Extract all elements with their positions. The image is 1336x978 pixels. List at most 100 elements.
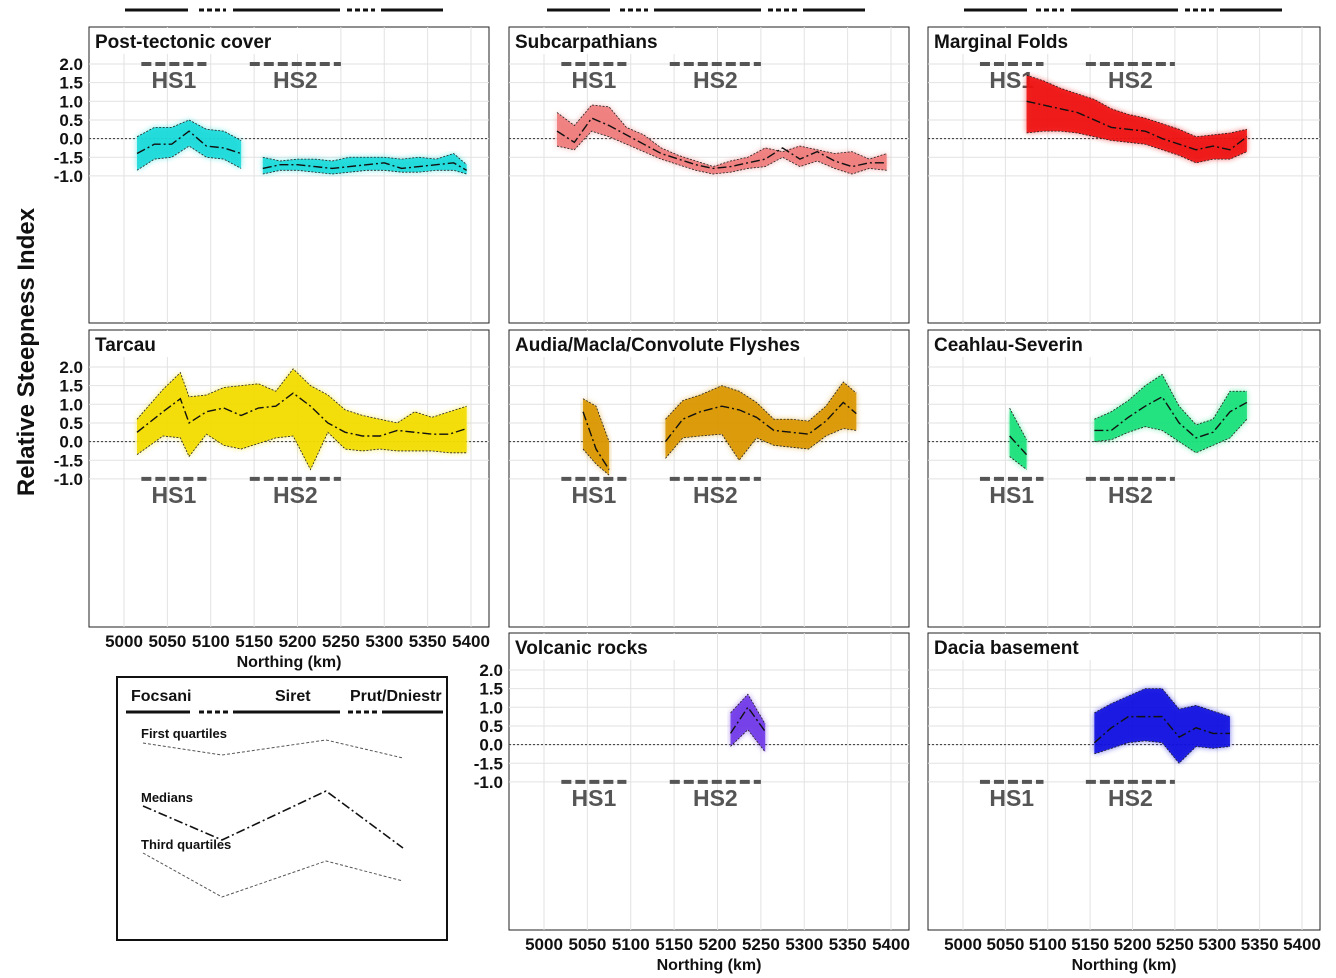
y-tick-label: 0.5: [59, 414, 83, 433]
panel-frame: [88, 26, 490, 324]
y-tick-label: 0.0: [59, 130, 83, 149]
first-quartile-line: [1094, 688, 1231, 718]
x-tick-label: 5150: [1071, 935, 1109, 954]
legend-region-focsani: Focsani: [131, 688, 191, 705]
x-tick-label: 5200: [279, 632, 317, 651]
legend-third-quartile-line: [142, 852, 404, 898]
y-tick-label: 2.0: [479, 661, 503, 680]
x-tick-label: 5250: [322, 632, 360, 651]
title-backdrop: [90, 331, 170, 357]
x-tick-label: 5350: [409, 632, 447, 651]
first-quartile-line: [556, 104, 887, 167]
legend-region-siret: Siret: [275, 688, 311, 705]
hs-label: HS2: [1108, 785, 1153, 811]
quartile-band: [557, 105, 887, 175]
x-axis-label: Northing (km): [657, 957, 762, 974]
third-quartile-line: [730, 729, 766, 753]
hs-label: HS2: [1108, 482, 1153, 508]
panel: HS1 HS2 Subcarpathians: [508, 26, 910, 324]
median-line: [1094, 395, 1248, 439]
x-tick-label: 5250: [1156, 935, 1194, 954]
hs-label: HS1: [152, 482, 197, 508]
panel-title: Tarcau: [95, 335, 156, 356]
panel-title: Marginal Folds: [934, 32, 1068, 53]
panel-title: Dacia basement: [934, 638, 1079, 659]
y-tick-label: 2.0: [59, 358, 83, 377]
x-tick-label: 5300: [365, 632, 403, 651]
x-tick-label: 5200: [699, 935, 737, 954]
third-quartile-line: [665, 428, 857, 461]
hs-label: HS2: [693, 67, 738, 93]
title-backdrop: [510, 331, 847, 357]
x-tick-label: 5150: [655, 935, 693, 954]
hs-label: HS1: [989, 785, 1034, 811]
hs-label: HS2: [273, 67, 318, 93]
y-tick-label: -1.0: [54, 470, 83, 489]
panel: HS1 HS2 Audia/Macla/Convolute Flyshes: [508, 329, 910, 628]
panel-title: Audia/Macla/Convolute Flyshes: [515, 335, 800, 356]
panel-title: Post-tectonic cover: [95, 32, 272, 53]
panel-title: Ceahlau-Severin: [934, 335, 1083, 356]
title-backdrop: [510, 634, 679, 660]
hs-label: HS1: [989, 482, 1034, 508]
y-tick-label: -1.5: [474, 754, 503, 773]
x-axis-label: Northing (km): [237, 654, 342, 671]
hs-label: HS1: [572, 785, 617, 811]
median-line: [664, 401, 857, 443]
x-tick-label: 5100: [192, 632, 230, 651]
x-tick-label: 5200: [1114, 935, 1152, 954]
panel-frame: [927, 26, 1321, 324]
x-tick-label: 5250: [742, 935, 780, 954]
y-tick-label: 0.0: [59, 433, 83, 452]
x-tick-label: 5400: [452, 632, 490, 651]
x-tick-label: 5000: [944, 935, 982, 954]
hs-label: HS1: [152, 67, 197, 93]
legend-first-quartiles-label: First quartiles: [141, 726, 227, 741]
y-tick-label: -1.0: [54, 167, 83, 186]
title-backdrop: [929, 634, 1098, 660]
quartile-band: [137, 368, 467, 470]
y-tick-label: 1.5: [479, 680, 503, 699]
median-line: [729, 706, 766, 734]
y-tick-label: 1.5: [59, 74, 83, 93]
third-quartile-line: [136, 431, 467, 471]
x-tick-label: 5150: [235, 632, 273, 651]
y-tick-label: 1.0: [59, 92, 83, 111]
y-axis-label: Relative Steepness Index: [13, 207, 40, 496]
x-tick-label: 5100: [612, 935, 650, 954]
panel: HS1 HS2 Dacia basement 5000 5050 5100 5150 5200…: [927, 632, 1321, 974]
median-line: [1009, 435, 1028, 456]
hs-label: HS2: [693, 785, 738, 811]
third-quartile-line: [1009, 456, 1027, 470]
legend-frame: [116, 676, 448, 941]
y-tick-label: 1.5: [59, 377, 83, 396]
quartile-band: [1094, 688, 1230, 764]
y-tick-label: 0.0: [479, 736, 503, 755]
y-tick-label: 2.0: [59, 55, 83, 74]
y-tick-label: 1.0: [479, 698, 503, 717]
x-tick-label: 5400: [1283, 935, 1321, 954]
x-tick-label: 5100: [1029, 935, 1067, 954]
quartile-band: [1009, 408, 1027, 470]
quartile-band: [262, 153, 467, 175]
legend-region-prut: Prut/Dniestr: [350, 688, 442, 705]
legend-median-line: [142, 790, 404, 849]
x-tick-label: 5350: [829, 935, 867, 954]
third-quartile-line: [1026, 130, 1248, 164]
x-tick-label: 5000: [525, 935, 563, 954]
legend-first-quartile-line: [142, 739, 404, 759]
median-line: [136, 130, 242, 155]
x-tick-label: 5050: [568, 935, 606, 954]
x-tick-label: 5300: [1198, 935, 1236, 954]
title-backdrop: [90, 28, 315, 54]
third-quartile-line: [1094, 418, 1248, 454]
hs-label: HS1: [572, 67, 617, 93]
x-tick-label: 5300: [785, 935, 823, 954]
panel: HS1 HS2 Volcanic rocks 2.01.51.00.50.0-1.5-…: [474, 632, 910, 974]
first-quartile-line: [136, 368, 467, 424]
median-line: [262, 162, 468, 171]
